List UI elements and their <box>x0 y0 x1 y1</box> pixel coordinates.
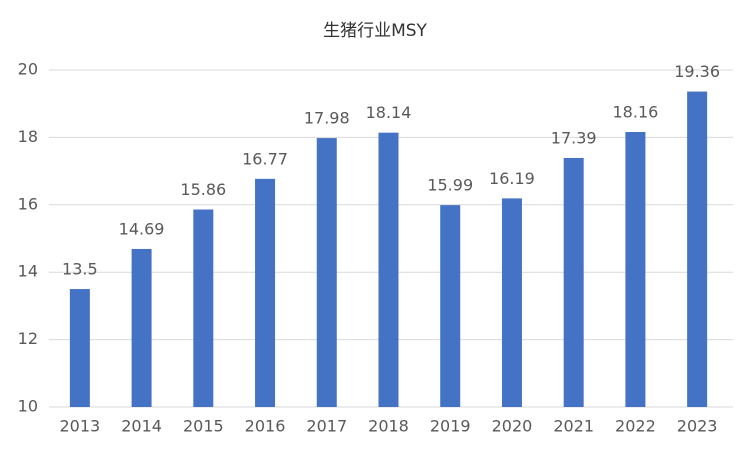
data-label: 16.19 <box>489 169 535 188</box>
chart-title: 生猪行业MSY <box>323 21 427 41</box>
data-label: 18.16 <box>613 103 659 122</box>
bar <box>687 91 708 408</box>
bar <box>131 248 152 407</box>
x-tick-label: 2016 <box>245 417 286 436</box>
x-tick-label: 2017 <box>306 417 347 436</box>
x-tick-label: 2014 <box>121 417 162 436</box>
bar <box>440 205 461 407</box>
bar <box>255 178 276 407</box>
data-label: 13.5 <box>62 260 98 279</box>
x-tick-label: 2015 <box>183 417 224 436</box>
data-label: 17.39 <box>551 128 597 147</box>
x-tick-label: 2018 <box>368 417 409 436</box>
bar <box>316 138 337 407</box>
data-label: 15.86 <box>180 180 226 199</box>
x-tick-label: 2020 <box>492 417 533 436</box>
y-tick-label: 10 <box>18 397 38 416</box>
bar <box>193 209 214 407</box>
bar <box>378 132 399 407</box>
data-label: 16.77 <box>242 149 288 168</box>
y-tick-label: 14 <box>18 262 38 281</box>
data-label: 17.98 <box>304 109 350 128</box>
y-tick-label: 18 <box>18 127 38 146</box>
x-tick-label: 2013 <box>60 417 101 436</box>
x-tick-label: 2023 <box>677 417 718 436</box>
x-tick-label: 2022 <box>615 417 656 436</box>
y-tick-label: 20 <box>18 60 38 79</box>
y-tick-label: 12 <box>18 329 38 348</box>
data-label: 15.99 <box>427 176 473 195</box>
bar <box>563 157 584 407</box>
data-label: 19.36 <box>674 62 720 81</box>
x-tick-label: 2021 <box>553 417 594 436</box>
bar <box>501 198 522 407</box>
x-tick-label: 2019 <box>430 417 471 436</box>
bar <box>69 289 90 407</box>
data-label: 18.14 <box>366 103 412 122</box>
data-label: 14.69 <box>119 219 165 238</box>
bar <box>625 132 646 407</box>
y-tick-label: 16 <box>18 194 38 213</box>
